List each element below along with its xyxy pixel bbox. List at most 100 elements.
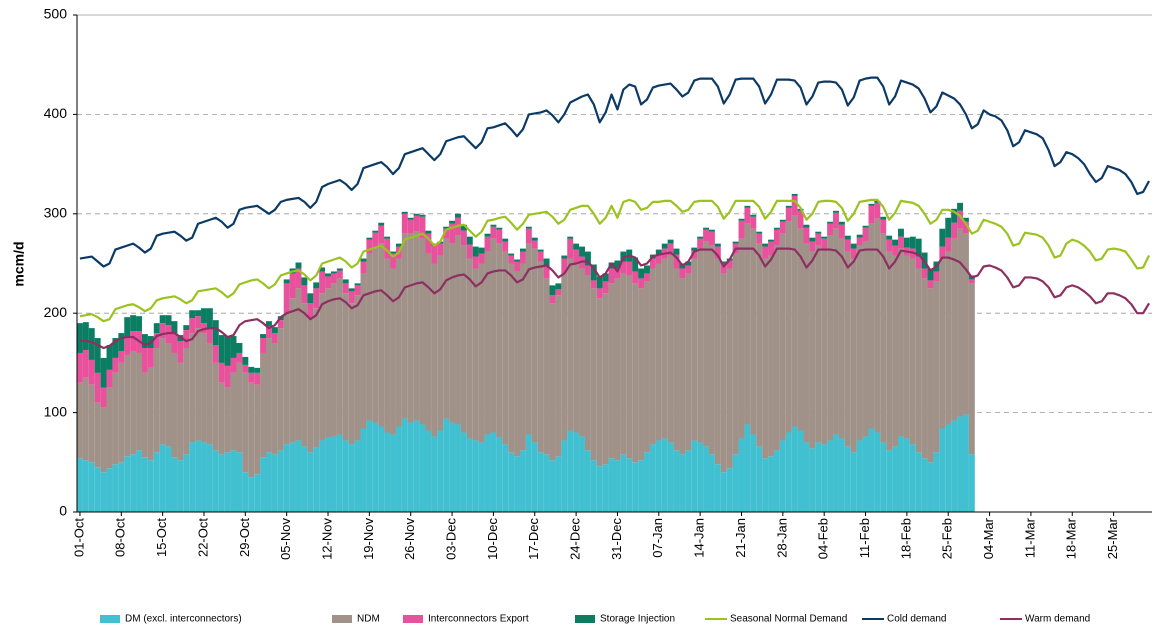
bar-segment <box>460 432 467 512</box>
bar-segment <box>466 244 473 259</box>
bar-segment <box>525 226 532 229</box>
bar-segment <box>106 345 113 370</box>
bar-segment <box>868 428 875 512</box>
bar-segment <box>939 428 946 512</box>
x-tick-label: 21-Jan <box>733 518 748 558</box>
bar-segment <box>230 450 237 512</box>
bar-segment <box>289 298 296 443</box>
x-tick-label: 28-Jan <box>774 518 789 558</box>
bar-segment <box>195 310 202 317</box>
bar-segment <box>709 454 715 512</box>
bar-segment <box>236 452 243 512</box>
bar-segment <box>88 384 95 463</box>
bar-segment <box>460 230 467 246</box>
bar-segment <box>508 255 515 264</box>
bar-segment <box>401 211 408 214</box>
bar-segment <box>762 243 769 247</box>
bar-segment <box>372 422 379 512</box>
bar-segment <box>833 210 839 213</box>
bar-segment <box>218 335 225 363</box>
bar-segment <box>248 382 255 478</box>
bar-segment <box>390 434 396 512</box>
bar-segment <box>136 450 142 512</box>
bar-segment <box>460 245 467 433</box>
bar-segment <box>909 236 916 249</box>
bar-segment <box>189 318 196 334</box>
bar-segment <box>378 243 385 427</box>
bar-segment <box>165 446 172 512</box>
bar-segment <box>531 248 538 443</box>
bar-segment <box>407 219 414 234</box>
bar-segment <box>915 238 922 257</box>
bar-segment <box>336 270 343 279</box>
bar-segment <box>431 436 438 512</box>
bar-segment <box>685 265 692 274</box>
bar-segment <box>88 359 95 385</box>
bar-segment <box>183 325 190 331</box>
bar-segment <box>330 271 337 274</box>
bar-segment <box>525 228 532 244</box>
bar-segment <box>584 265 591 276</box>
bar-segment <box>401 213 408 234</box>
bar-segment <box>862 225 869 228</box>
bar-segment <box>744 223 751 425</box>
bar-segment <box>484 233 491 237</box>
bar-segment <box>886 239 893 252</box>
bar-segment <box>868 203 875 206</box>
bar-segment <box>892 255 899 447</box>
bar-segment <box>968 283 975 455</box>
bar-segment <box>212 362 219 451</box>
bar-segment <box>797 210 804 229</box>
bar-segment <box>260 457 267 512</box>
bar-segment <box>803 243 810 443</box>
bar-segment <box>838 224 845 239</box>
legend-label: DM (excl. interconnectors) <box>125 614 242 625</box>
bar-segment <box>425 430 432 512</box>
x-tick-label: 17-Dec <box>526 518 541 560</box>
bar-segment <box>301 303 308 447</box>
bar-segment <box>94 372 101 403</box>
bar-segment <box>248 477 255 512</box>
bar-segment <box>124 354 131 457</box>
bar-segment <box>614 268 621 279</box>
bar-segment <box>951 208 958 223</box>
bar-segment <box>472 268 479 441</box>
bar-segment <box>242 364 249 373</box>
bar-segment <box>254 384 261 475</box>
bar-segment <box>590 460 597 512</box>
bar-segment <box>177 460 184 512</box>
bar-segment <box>159 338 166 445</box>
bar-segment <box>201 442 207 512</box>
bar-segment <box>366 253 373 421</box>
bar-segment <box>833 212 839 229</box>
bar-segment <box>230 357 237 373</box>
bar-segment <box>874 202 881 219</box>
bar-segment <box>242 472 249 512</box>
bar-segment <box>266 326 272 339</box>
bar-segment <box>856 245 863 441</box>
bar-segment <box>336 434 343 512</box>
bar-segment <box>212 320 219 346</box>
bar-segment <box>838 221 845 225</box>
bar-segment <box>390 251 396 254</box>
bar-segment <box>691 250 698 259</box>
bar-segment <box>94 402 101 468</box>
bar-segment <box>401 233 408 419</box>
bar-segment <box>478 253 485 264</box>
bar-segment <box>797 430 804 512</box>
bar-segment <box>685 261 692 266</box>
bar-segment <box>413 420 420 512</box>
x-tick-label: 22-Oct <box>195 518 210 557</box>
bar-segment <box>189 333 196 443</box>
bar-segment <box>248 372 255 383</box>
bar-segment <box>443 238 450 419</box>
bar-segment <box>685 273 692 451</box>
bar-segment <box>260 338 267 353</box>
bar-segment <box>106 387 113 469</box>
bar-segment <box>620 273 627 455</box>
bar-segment <box>514 261 520 272</box>
bar-segment <box>945 424 952 512</box>
bar-segment <box>478 247 485 254</box>
bar-segment <box>703 241 710 447</box>
bar-segment <box>632 257 639 272</box>
